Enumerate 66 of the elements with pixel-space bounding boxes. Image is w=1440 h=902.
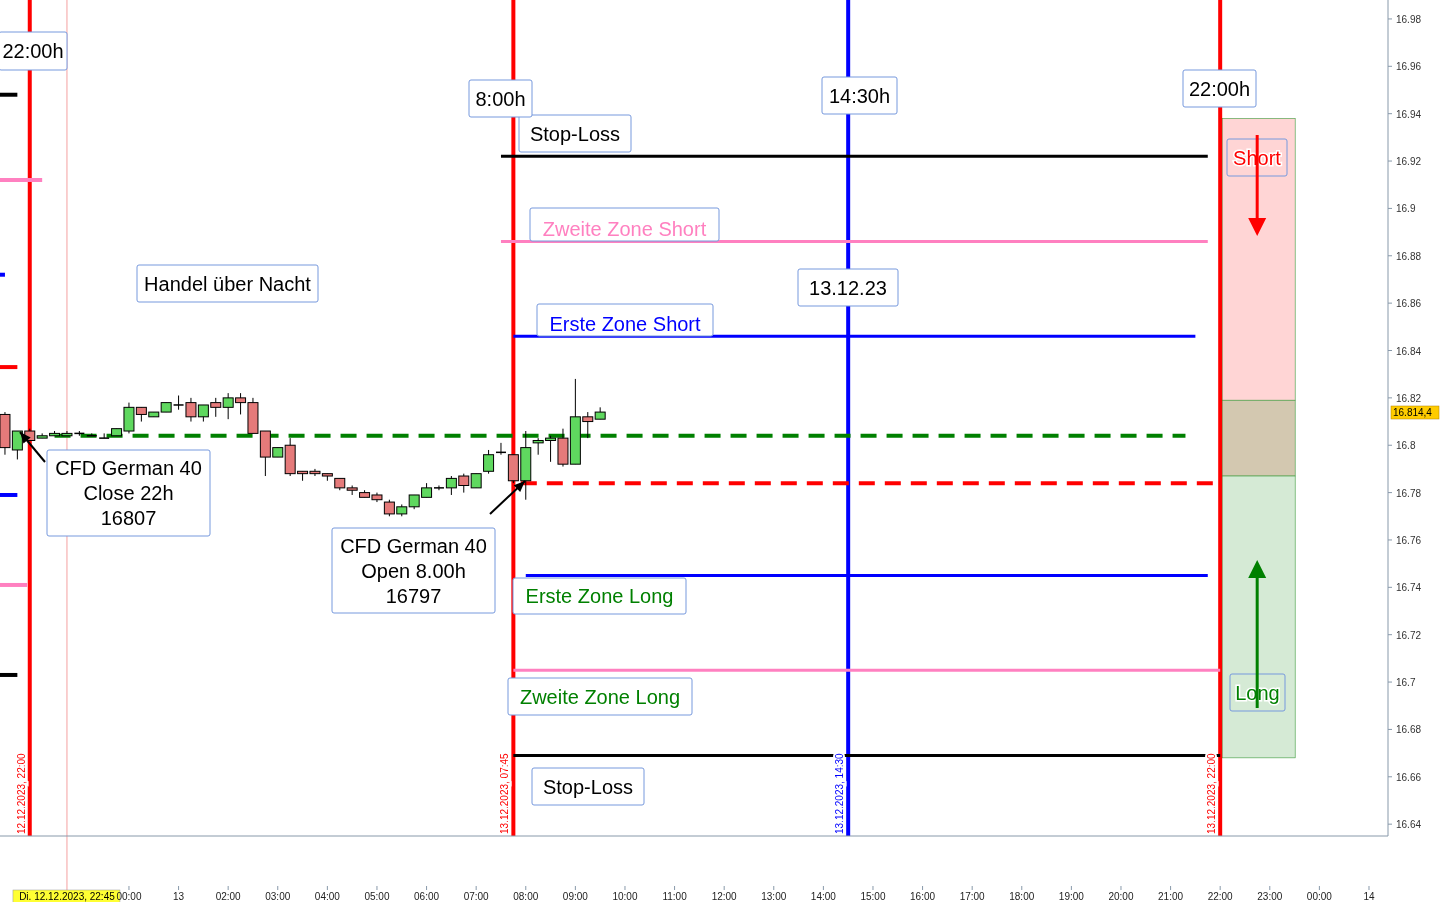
x-tick-label: 20:00 <box>1108 891 1134 902</box>
ref-line-label: 12.12.2023, 22:00 <box>15 752 27 834</box>
ref-line-label: 13.12.2023, 07:45 <box>499 752 511 834</box>
x-tick-label: 05:00 <box>364 891 390 902</box>
y-tick-label: 16.82 <box>1396 392 1422 404</box>
annotation: Handel über Nacht <box>144 272 312 295</box>
y-tick-label: 16.64 <box>1396 819 1422 831</box>
y-tick-label: 16.94 <box>1396 108 1422 120</box>
x-tick-label: 14:00 <box>810 891 837 902</box>
y-tick-label: 16.9 <box>1396 203 1416 215</box>
y-tick-label: 16.74 <box>1396 582 1422 594</box>
x-tick-label: 09:00 <box>562 891 589 902</box>
ref-line-label: Di. 12.12.2023, 22:45 <box>19 891 116 902</box>
series-label: Zweite Zone Long <box>519 685 681 708</box>
x-tick-label: 10:00 <box>612 891 638 902</box>
x-tick-label: 22:00 <box>1207 891 1234 902</box>
y-tick-label: 16.76 <box>1396 534 1422 546</box>
y-tick-label: 16.86 <box>1396 298 1422 310</box>
x-tick-label: 04:00 <box>314 891 341 902</box>
series-label: Zweite Zone Short <box>542 218 707 240</box>
annotation: 22:00h <box>1188 77 1251 100</box>
annotation: 8:00h <box>475 87 526 110</box>
x-tick-label: 12:00 <box>711 891 738 902</box>
y-tick-label: 16.72 <box>1396 629 1422 641</box>
y-tick-label: 16.92 <box>1396 156 1422 168</box>
x-tick-label: 23:00 <box>1257 891 1283 902</box>
candlestick <box>433 485 445 491</box>
series-label: Erste Zone Long <box>525 585 674 607</box>
y-tick-label: 16.84 <box>1396 345 1422 357</box>
x-tick-label: 07:00 <box>463 891 490 902</box>
x-tick-label: 21:00 <box>1158 891 1184 902</box>
x-tick-label: 18:00 <box>1009 891 1035 902</box>
ref-line-label: 13.12.2023, 14:30 <box>834 752 846 834</box>
x-tick-label: 13:00 <box>761 891 787 902</box>
x-tick-label: 13 <box>173 891 185 902</box>
y-tick-label: 16.78 <box>1396 487 1422 499</box>
y-tick-label: 16.96 <box>1396 61 1422 73</box>
x-tick-label: 19:00 <box>1058 891 1085 902</box>
x-tick-label: 15:00 <box>860 891 886 902</box>
annotation: 13.12.23 <box>809 276 887 299</box>
candlestick <box>483 449 495 475</box>
annotation: CFD German 40 Open 8.00h 16797 <box>340 534 487 607</box>
x-tick-label: 08:00 <box>513 891 539 902</box>
x-tick-label: 17:00 <box>959 891 986 902</box>
series-label: Erste Zone Short <box>549 313 702 335</box>
y-tick-label: 16.66 <box>1396 771 1422 783</box>
x-tick-label: 03:00 <box>265 891 291 902</box>
annotation: 14:30h <box>828 84 891 107</box>
series-label: Stop-Loss <box>542 775 634 798</box>
y-tick-label: 16.98 <box>1396 13 1422 25</box>
annotation: CFD German 40 Close 22h 16807 <box>55 457 202 529</box>
y-tick-label: 16.8 <box>1396 440 1416 452</box>
x-tick-label: 16:00 <box>910 891 936 902</box>
x-tick-label: 00:00 <box>1306 891 1333 902</box>
candlestick <box>86 432 98 437</box>
y-tick-label: 16.7 <box>1396 677 1416 689</box>
y-tick-label: 16.88 <box>1396 250 1422 262</box>
text: 16.814,4 <box>1393 407 1433 418</box>
x-tick-label: 02:00 <box>215 891 242 902</box>
x-tick-label: 06:00 <box>414 891 440 902</box>
y-tick-label: 16.68 <box>1396 724 1422 736</box>
ref-line-label: 13.12.2023, 22:00 <box>1206 752 1218 834</box>
x-tick-label: 11:00 <box>662 891 688 902</box>
annotation: 22:00h <box>2 40 64 62</box>
series-label: Stop-Loss <box>529 122 621 145</box>
x-tick-label: 14 <box>1363 891 1375 902</box>
